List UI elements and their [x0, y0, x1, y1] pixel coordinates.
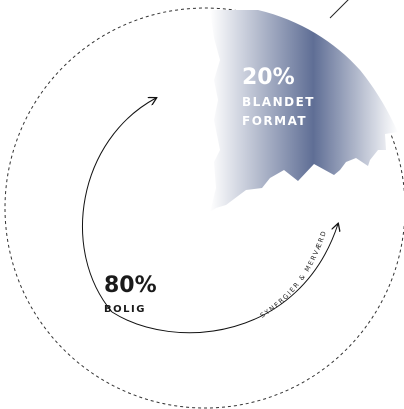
- mixed-format-label-line2: FORMAT: [242, 114, 307, 128]
- bottom-curved-arrow: [111, 224, 338, 334]
- leader-line: [329, 0, 349, 19]
- mixed-format-slice: [210, 10, 398, 212]
- mixed-format-label-line1: BLANDET: [242, 95, 315, 109]
- left-curved-arrow: [82, 98, 156, 313]
- mixed-format-percent: 20%: [242, 65, 295, 90]
- outer-dashed-circle: [4, 7, 404, 409]
- housing-label: BOLIG: [104, 304, 146, 315]
- housing-percent: 80%: [104, 273, 157, 298]
